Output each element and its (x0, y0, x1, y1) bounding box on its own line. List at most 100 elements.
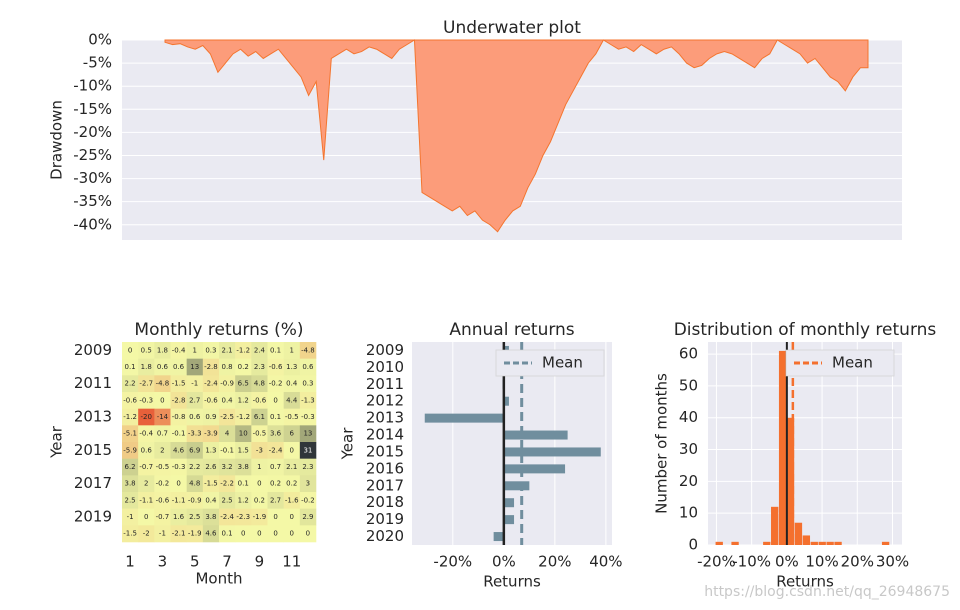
heatmap-cell (267, 425, 284, 443)
heatmap-cell (138, 408, 155, 426)
cell-label: 0 (241, 530, 245, 538)
heatmap-cell (186, 508, 204, 526)
y-tick-label: 2011 (366, 375, 404, 393)
heatmap-cell (202, 392, 220, 409)
heatmap-cell (138, 458, 155, 476)
cell-label: 3 (306, 480, 310, 488)
cell-label: -2.4 (220, 513, 234, 521)
heatmap-cell (219, 408, 236, 426)
cell-label: 2 (160, 446, 164, 454)
heatmap-cell (219, 508, 236, 526)
y-tick-label: 60 (679, 345, 698, 363)
heatmap-cell (154, 475, 171, 493)
cell-label: 0 (176, 480, 180, 488)
heatmap-cell (202, 458, 220, 476)
y-tick-label: -40% (73, 215, 112, 233)
heatmap-cell (122, 458, 139, 476)
cell-label: -2.7 (139, 380, 153, 388)
cell-label: 4.4 (286, 396, 298, 404)
cell-label: 0.9 (205, 413, 216, 421)
cell-label: 0.4 (222, 396, 234, 404)
heatmap-cell (170, 392, 187, 409)
heatmap-cell (219, 392, 236, 409)
y-tick-label: 20 (679, 472, 698, 490)
heatmap-cell (138, 425, 155, 443)
heatmap-cell (219, 492, 236, 509)
heatmap-cell (235, 442, 252, 459)
cell-label: 0.5 (141, 346, 152, 354)
x-tick-label: 20% (538, 553, 571, 571)
histogram-bar (763, 541, 771, 545)
y-tick-label: 2015 (366, 442, 404, 460)
cell-label: -1.5 (204, 480, 218, 488)
heatmap-cell (299, 442, 317, 459)
heatmap-cell (299, 425, 317, 443)
cell-label: 0 (306, 530, 310, 538)
cell-label: 0 (273, 530, 277, 538)
y-tick-label: 2019 (366, 510, 404, 528)
heatmap-cell (219, 375, 236, 393)
bar (503, 464, 566, 474)
cell-label: -0.5 (285, 413, 299, 421)
x-axis-label: Month (195, 570, 242, 588)
heatmap-cell (122, 425, 139, 443)
histogram-bar (771, 506, 779, 545)
cell-label: -0.3 (139, 396, 153, 404)
cell-label: 2.3 (302, 463, 313, 471)
heatmap-cell (283, 475, 301, 493)
heatmap-cell (235, 475, 252, 493)
y-tick-label: 2011 (74, 374, 112, 392)
cell-label: 1.8 (157, 346, 168, 354)
y-tick-label: 2010 (366, 358, 404, 376)
cell-label: -0.6 (253, 396, 267, 404)
cell-label: 0.1 (238, 480, 249, 488)
histogram-bar (786, 417, 795, 545)
cell-label: 1.6 (173, 513, 185, 521)
heatmap-cell (299, 342, 317, 359)
heatmap-cell (299, 458, 317, 476)
heatmap-cell (170, 458, 187, 476)
x-tick-label: 20% (841, 553, 874, 571)
heatmap-cell (251, 492, 268, 509)
cell-label: -1.6 (285, 496, 299, 504)
cell-label: -1.9 (188, 530, 202, 538)
cell-label: -2.3 (236, 513, 250, 521)
heatmap-cell (170, 442, 187, 459)
chart-title: Underwater plot (443, 18, 581, 38)
heatmap-cell (138, 475, 155, 493)
heatmap-cell (202, 525, 220, 543)
cell-label: 6.5 (238, 380, 249, 388)
cell-label: -1.1 (139, 496, 153, 504)
histogram-bar (826, 541, 834, 545)
x-tick-label: -20% (697, 553, 736, 571)
x-tick-label: 10% (805, 553, 838, 571)
y-axis-label: Number of months (653, 373, 671, 514)
y-axis-label: Year (48, 425, 66, 459)
heatmap-cell (251, 342, 268, 359)
cell-label: 0.8 (222, 363, 233, 371)
cell-label: 3.8 (238, 463, 249, 471)
cell-label: 3.8 (125, 480, 136, 488)
heatmap-cell (170, 492, 187, 509)
cell-label: -1.1 (172, 496, 186, 504)
heatmap-cell (186, 425, 204, 443)
heatmap-cell (235, 358, 252, 376)
heatmap-cell (267, 358, 284, 376)
heatmap-cell (283, 525, 301, 543)
cell-label: -0.1 (220, 446, 234, 454)
heatmap-cell (154, 492, 171, 509)
heatmap-cell (219, 475, 236, 493)
cell-label: 4.6 (205, 530, 217, 538)
y-tick-label: 10 (679, 504, 698, 522)
bar (503, 447, 601, 457)
cell-label: 2.7 (189, 396, 200, 404)
heatmap-cell (283, 358, 301, 376)
heatmap-cell (186, 375, 204, 393)
heatmap-cell (251, 358, 268, 376)
cell-label: 0.6 (141, 446, 153, 454)
heatmap-cell (267, 392, 284, 409)
cell-label: 2.7 (270, 496, 281, 504)
y-tick-label: -30% (73, 169, 112, 187)
y-tick-label: 2013 (74, 408, 112, 426)
cell-label: -1.3 (301, 396, 315, 404)
